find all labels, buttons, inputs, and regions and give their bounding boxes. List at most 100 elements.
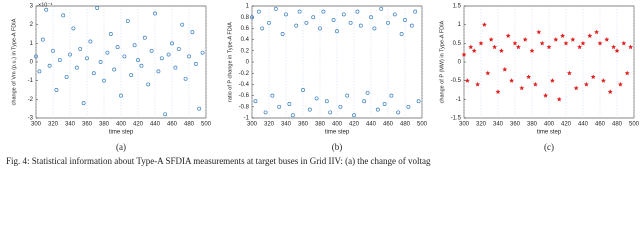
x-tick-label: 420 (133, 122, 144, 128)
point (98, 60, 103, 64)
point (392, 12, 397, 17)
point (115, 45, 120, 50)
x-tick-label: 480 (612, 122, 623, 128)
point (294, 23, 299, 28)
plot-frame (35, 5, 207, 119)
y-tick-label: 0 (246, 60, 250, 66)
plot-frame (463, 5, 635, 119)
point (406, 104, 411, 109)
x-tick-label: 440 (366, 122, 377, 128)
point (187, 54, 191, 59)
point (468, 44, 474, 50)
x-tick-label: 400 (544, 122, 555, 128)
point (287, 102, 292, 106)
point (190, 30, 195, 35)
point (341, 12, 346, 17)
point (369, 15, 373, 20)
y-tick-label: -0.8 (239, 104, 250, 110)
point (314, 96, 319, 101)
point (132, 43, 137, 48)
point (183, 76, 188, 81)
point (607, 89, 613, 94)
point (85, 56, 89, 61)
x-tick-label: 500 (201, 122, 212, 128)
point (163, 112, 168, 117)
point (573, 85, 579, 91)
point (587, 33, 593, 38)
point (321, 9, 326, 14)
point (553, 37, 559, 42)
point (539, 40, 545, 46)
point (78, 46, 83, 51)
point (193, 61, 198, 66)
y-tick-label: 0.2 (241, 48, 250, 54)
point (512, 40, 518, 46)
point (379, 6, 384, 11)
point (159, 56, 164, 61)
x-axis-label: time step (325, 130, 350, 136)
point (47, 63, 52, 68)
point (624, 70, 630, 76)
point (409, 23, 414, 28)
point (546, 44, 552, 50)
y-tick-label: 0.6 (241, 26, 250, 32)
point (492, 44, 498, 50)
y-tick-label: 0.4 (241, 37, 250, 43)
x-tick-label: 480 (400, 122, 411, 128)
y-tick-label: 3 (30, 4, 34, 10)
y-tick-label: -0.4 (239, 82, 250, 88)
point (125, 18, 130, 23)
point (51, 48, 55, 53)
point (396, 110, 401, 115)
subcaption: (c) (544, 142, 554, 152)
point (61, 13, 66, 18)
point (331, 18, 336, 22)
point (560, 33, 566, 38)
point (95, 5, 100, 10)
point (263, 110, 268, 115)
point (40, 37, 45, 42)
x-tick-label: 320 (476, 122, 487, 128)
point (628, 44, 634, 50)
point (156, 69, 161, 74)
point (112, 67, 117, 72)
y-tick-label: 0 (30, 60, 34, 66)
point (502, 66, 508, 72)
point (318, 26, 322, 31)
point (153, 11, 157, 16)
point (413, 9, 418, 14)
point (522, 37, 528, 42)
point (277, 104, 282, 109)
point (399, 32, 404, 36)
point (280, 32, 285, 36)
subplot: 300 320 340 360 380 400 420 440 460 480 500 -1 -0.8 -… (227, 4, 427, 152)
point (297, 9, 302, 14)
x-tick-label: 500 (629, 122, 640, 128)
point (519, 85, 525, 91)
point (403, 18, 407, 22)
point (556, 96, 562, 102)
point (375, 107, 380, 112)
point (57, 58, 62, 63)
x-tick-label: 380 (99, 122, 110, 128)
point (290, 113, 295, 118)
point (549, 78, 555, 83)
point (71, 26, 76, 31)
point (590, 74, 596, 80)
point (44, 7, 49, 12)
point (355, 9, 360, 14)
x-tick-label: 320 (264, 122, 275, 128)
point (173, 65, 178, 70)
x-tick-label: 440 (150, 122, 161, 128)
point (505, 33, 511, 38)
y-tick-label: -1.5 (451, 116, 462, 122)
point (485, 70, 491, 76)
point (495, 89, 501, 94)
point (478, 40, 484, 46)
subcaption: (a) (116, 142, 126, 152)
point (122, 54, 127, 59)
x-tick-label: 360 (298, 122, 309, 128)
point (614, 48, 620, 53)
x-tick-label: 460 (167, 122, 178, 128)
y-tick-label: -1 (244, 116, 250, 122)
